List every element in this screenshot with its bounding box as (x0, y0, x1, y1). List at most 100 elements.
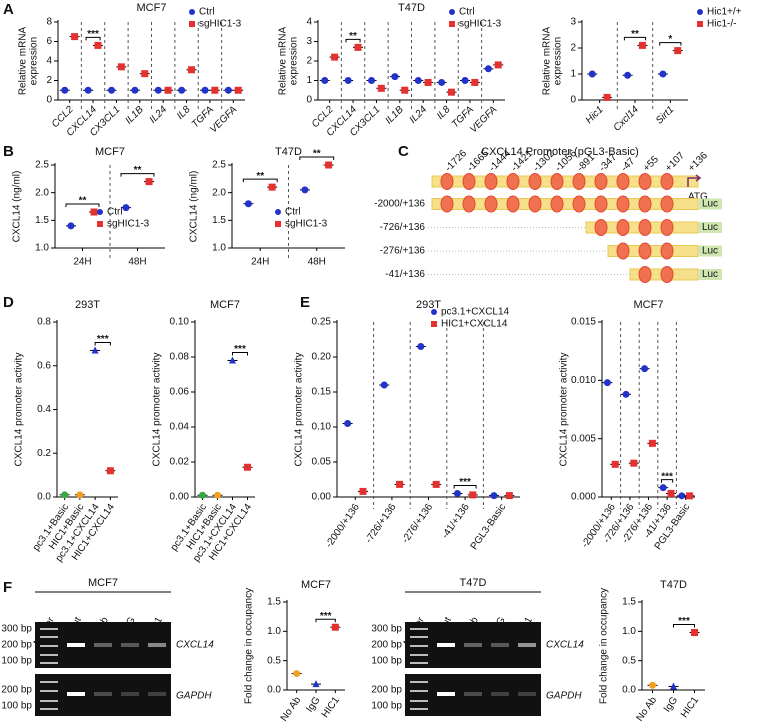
band (437, 692, 455, 696)
binding-site (594, 195, 608, 213)
significance-bracket (661, 479, 674, 483)
data-point (331, 53, 339, 61)
y-axis-label: Relative mRNAexpression (277, 27, 299, 96)
significance-label: ** (313, 149, 321, 160)
y-tick-label: 1.0 (35, 243, 49, 254)
chart-title: T47D (660, 579, 687, 591)
band (464, 692, 482, 696)
significance-bracket (659, 42, 682, 46)
y-tick-label: 3 (570, 17, 576, 28)
y-tick-label: 6 (46, 36, 52, 47)
significance-bracket (673, 624, 695, 628)
data-point (603, 93, 611, 101)
y-tick-label: 0 (46, 95, 52, 106)
y-tick-label: 0.4 (37, 404, 51, 415)
reporter-label: Luc (702, 246, 718, 257)
band (67, 643, 85, 647)
x-tick-label: IL1B (383, 104, 406, 127)
binding-site (484, 173, 498, 190)
y-tick-label: 2.0 (212, 187, 226, 198)
y-tick-label: 0.00 (170, 492, 190, 503)
y-tick-label: 1.0 (267, 626, 281, 637)
data-point (141, 70, 149, 78)
binding-site (638, 266, 652, 283)
y-axis-label: Relative mRNAexpression (17, 27, 39, 96)
binding-site (572, 173, 586, 190)
data-point (432, 480, 440, 488)
data-point (354, 43, 362, 51)
band (518, 643, 536, 647)
band (67, 692, 85, 696)
y-axis-label: CXCL14 (ng/ml) (12, 171, 23, 243)
data-point (61, 491, 69, 499)
data-point (469, 491, 477, 499)
binding-site (506, 173, 520, 190)
band (148, 643, 166, 647)
ladder-band (410, 654, 428, 656)
data-point (61, 86, 69, 94)
chart-title: MCF7 (95, 146, 125, 158)
binding-site (660, 219, 674, 236)
y-axis-label: CXCL14 (ng/ml) (189, 171, 200, 243)
x-tick-label: IL1B (123, 104, 146, 127)
ladder-band (410, 636, 428, 638)
data-point (377, 84, 385, 92)
ladder-band (410, 690, 428, 692)
binding-site (550, 195, 564, 213)
legend-label: sgHIC1-3 (285, 219, 328, 230)
significance-bracket (453, 485, 477, 489)
size-label: 300 bp (371, 624, 402, 635)
y-tick-label: 0.06 (170, 387, 190, 398)
legend-label: HIC1+CXCL14 (441, 319, 508, 330)
start-codon: ATG (688, 192, 708, 203)
binding-site (616, 173, 630, 190)
data-point (94, 41, 102, 49)
data-point (268, 183, 276, 191)
significance-label: *** (234, 344, 246, 355)
y-tick-label: 1.5 (35, 215, 49, 226)
construct-label: -276/+136 (380, 246, 426, 257)
legend-label: Ctrl (199, 7, 215, 18)
y-tick-label: 0.000 (571, 492, 596, 503)
legend-label: sgHIC1-3 (459, 19, 502, 30)
y-tick-label: 4 (46, 56, 52, 67)
panel-label: D (3, 294, 14, 311)
data-point (484, 65, 492, 73)
data-point (691, 629, 698, 637)
gene-label: GAPDH (176, 691, 212, 702)
data-point (224, 86, 232, 94)
ladder-band (40, 681, 58, 683)
data-point (76, 491, 84, 499)
data-point (611, 460, 619, 468)
chart-title: 293T (75, 299, 100, 311)
data-point (108, 86, 116, 94)
data-point (244, 200, 252, 208)
data-point (417, 343, 425, 350)
data-point (321, 77, 329, 84)
data-point (638, 41, 646, 49)
significance-bracket (120, 173, 155, 177)
data-point (424, 78, 432, 86)
reporter-box (698, 222, 722, 233)
ladder-band (410, 708, 428, 710)
binding-site (660, 242, 674, 260)
significance-bracket (232, 352, 248, 356)
y-tick-label: 0.5 (622, 655, 636, 666)
binding-site (462, 173, 476, 190)
construct-label: -726/+136 (380, 222, 426, 233)
band (491, 643, 509, 647)
chart-title: 293T (416, 299, 441, 311)
binding-site (616, 195, 630, 213)
band (121, 692, 139, 696)
reporter-label: Luc (702, 199, 718, 210)
ladder-band (410, 681, 428, 683)
binding-site (660, 266, 674, 283)
y-tick-label: 2.5 (212, 160, 226, 171)
site-label: +55 (641, 154, 661, 174)
significance-label: ** (79, 196, 87, 207)
binding-site (616, 242, 630, 260)
significance-bracket (85, 36, 101, 41)
chart-title: MCF7 (137, 2, 167, 14)
x-tick-label: Hic1 (584, 104, 606, 126)
